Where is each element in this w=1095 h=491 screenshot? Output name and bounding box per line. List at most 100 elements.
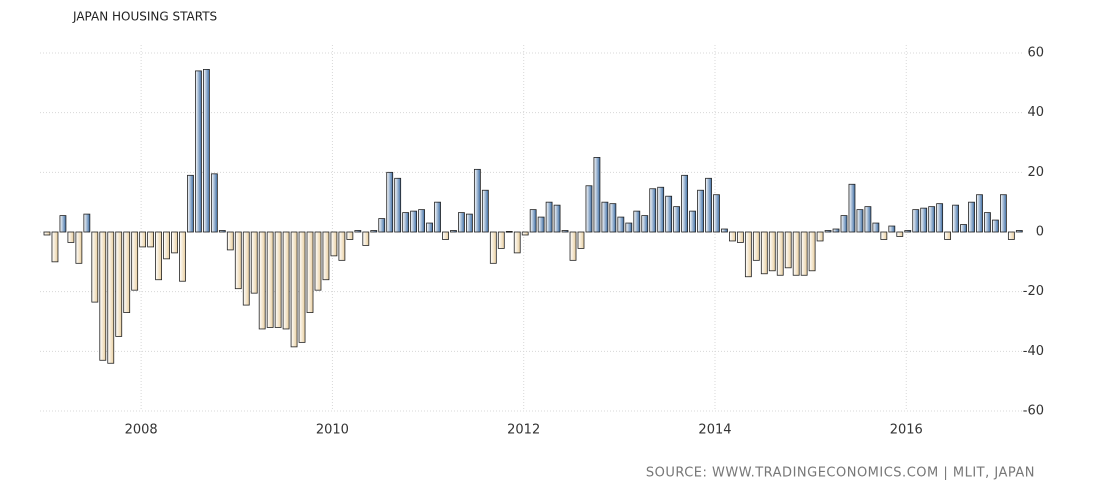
bar [673, 206, 681, 233]
bar [561, 230, 569, 233]
bar [234, 231, 242, 290]
bar [218, 230, 226, 233]
bar [266, 231, 274, 328]
bar [864, 206, 872, 233]
bar [250, 231, 258, 294]
bar [617, 216, 625, 233]
bar [585, 185, 593, 233]
bar [976, 194, 983, 233]
bar [322, 231, 330, 281]
bar [808, 231, 816, 272]
bar [306, 231, 314, 313]
bar [689, 210, 696, 233]
bar [258, 231, 266, 330]
bar [609, 203, 617, 233]
bar [274, 231, 282, 328]
bar [418, 209, 425, 233]
y-tick-label: 20 [1027, 165, 1044, 180]
bar [210, 173, 218, 233]
bar [936, 203, 944, 233]
bar [139, 231, 147, 248]
bar [242, 231, 250, 306]
bar [402, 212, 410, 233]
bar [59, 215, 67, 233]
bar [928, 206, 936, 233]
bar [744, 231, 752, 278]
bar [91, 231, 99, 303]
bar [226, 231, 234, 251]
bar [968, 201, 975, 233]
bar [83, 213, 91, 233]
bar [721, 228, 728, 233]
bar [123, 231, 131, 313]
bar [155, 231, 162, 281]
bar [601, 201, 609, 233]
bar [713, 194, 720, 233]
y-tick-label: -60 [1023, 404, 1044, 419]
bar [314, 231, 322, 291]
bar [649, 188, 657, 233]
bar [569, 231, 577, 261]
bar [529, 209, 537, 233]
bar [904, 230, 912, 233]
bar [330, 231, 338, 257]
y-tick-label: 60 [1027, 46, 1044, 61]
bar [370, 230, 378, 233]
bar [553, 204, 561, 233]
bar [768, 231, 776, 272]
bar [195, 70, 202, 233]
bar [537, 216, 545, 233]
bar [697, 189, 704, 233]
bar [362, 231, 370, 246]
bar [187, 174, 194, 233]
bar [505, 231, 513, 233]
bar [394, 177, 402, 233]
bar [67, 231, 75, 243]
bar [992, 219, 999, 233]
bar [760, 231, 768, 275]
x-tick-label: 2014 [698, 423, 731, 438]
bar [481, 189, 489, 233]
bar [705, 177, 712, 233]
bar [346, 231, 354, 240]
bar [896, 231, 904, 237]
bar [1015, 230, 1023, 233]
y-tick-label: -40 [1023, 344, 1044, 359]
bar [776, 231, 784, 276]
bar [657, 186, 665, 233]
bar [171, 231, 178, 254]
bar [521, 231, 529, 236]
bar [338, 231, 346, 261]
bar [458, 212, 465, 233]
bar [840, 215, 848, 233]
bar [131, 231, 139, 291]
bar [1007, 231, 1015, 240]
bar [633, 210, 641, 233]
y-tick-label: 40 [1027, 105, 1044, 120]
bar [888, 225, 896, 233]
bar [816, 231, 824, 242]
bar [824, 230, 832, 233]
bar [593, 157, 601, 233]
bar [736, 231, 744, 243]
bar [378, 218, 386, 233]
bar [410, 210, 418, 233]
y-tick-label: -20 [1023, 284, 1044, 299]
bar [872, 222, 880, 233]
bar [513, 231, 521, 254]
bar [163, 231, 170, 260]
x-tick-label: 2010 [316, 423, 349, 438]
x-tick-label: 2016 [890, 423, 923, 438]
bar [944, 231, 952, 240]
bar [880, 231, 888, 240]
source: SOURCE: WWW.TRADINGECONOMICS.COM | MLIT,… [646, 466, 1035, 481]
bar [434, 201, 441, 233]
bar [952, 204, 959, 233]
bar [473, 168, 481, 233]
bar [625, 222, 633, 233]
bar [99, 231, 107, 361]
bar [179, 231, 186, 282]
chart-title: JAPAN HOUSING STARTS [72, 10, 217, 24]
bar [107, 231, 115, 364]
